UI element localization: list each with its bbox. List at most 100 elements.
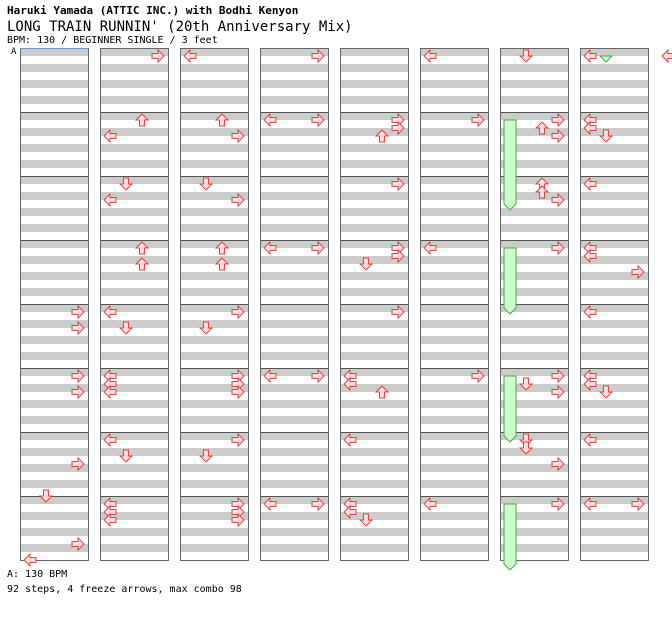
beat-band	[340, 272, 408, 280]
beat-band	[420, 416, 488, 424]
beat-band	[260, 304, 328, 312]
beat-band	[20, 352, 88, 360]
beat-band	[100, 448, 168, 456]
up-arrow	[534, 121, 550, 135]
beat-band	[20, 464, 88, 472]
chart-column	[420, 48, 489, 561]
beat-band	[180, 256, 248, 264]
beat-band	[500, 48, 568, 56]
beat-band	[420, 368, 488, 376]
beat-band	[580, 544, 648, 552]
beat-band	[580, 528, 648, 536]
right-arrow	[71, 384, 85, 400]
beat-band	[260, 416, 328, 424]
beat-band	[340, 544, 408, 552]
beat-band	[20, 336, 88, 344]
left-arrow	[343, 376, 357, 392]
beat-band	[20, 432, 88, 440]
beat-band	[500, 96, 568, 104]
beat-band	[580, 128, 648, 136]
beat-band	[180, 224, 248, 232]
beat-band	[100, 192, 168, 200]
beat-band	[420, 112, 488, 120]
down-arrow	[198, 449, 214, 463]
step-stats: 92 steps, 4 freeze arrows, max combo 98	[7, 584, 242, 595]
beat-band	[340, 96, 408, 104]
beat-band	[580, 272, 648, 280]
beat-band	[500, 480, 568, 488]
left-arrow	[103, 128, 117, 144]
beat-band	[500, 272, 568, 280]
song-title: LONG TRAIN RUNNIN' (20th Anniversary Mix…	[7, 19, 353, 35]
beat-band	[180, 336, 248, 344]
beat-band	[20, 192, 88, 200]
freeze-arrow	[503, 375, 517, 443]
up-arrow	[214, 257, 230, 271]
down-arrow	[358, 257, 374, 271]
beat-band	[20, 256, 88, 264]
beat-band	[420, 80, 488, 88]
freeze-arrow	[503, 503, 517, 570]
beat-band	[580, 480, 648, 488]
beat-band	[340, 464, 408, 472]
beat-band	[500, 144, 568, 152]
beat-band	[420, 128, 488, 136]
beat-band	[500, 192, 568, 200]
right-arrow	[551, 368, 565, 384]
beat-band	[180, 304, 248, 312]
beat-band	[500, 384, 568, 392]
beat-band	[100, 368, 168, 376]
left-arrow	[103, 432, 117, 448]
beat-band	[580, 512, 648, 520]
beat-band	[100, 320, 168, 328]
beat-band	[180, 208, 248, 216]
beat-band	[260, 288, 328, 296]
beat-band	[340, 176, 408, 184]
beat-band	[340, 288, 408, 296]
right-arrow	[551, 456, 565, 472]
beat-band	[100, 48, 168, 56]
left-arrow	[103, 304, 117, 320]
beat-band	[340, 368, 408, 376]
up-arrow	[374, 385, 390, 399]
beat-band	[260, 128, 328, 136]
beat-band	[100, 304, 168, 312]
beat-band	[580, 384, 648, 392]
beat-band	[20, 64, 88, 72]
beat-band	[180, 176, 248, 184]
beat-band	[20, 176, 88, 184]
beat-band	[180, 480, 248, 488]
beat-band	[500, 368, 568, 376]
beat-band	[100, 336, 168, 344]
beat-band	[100, 496, 168, 504]
left-arrow	[661, 48, 672, 64]
chart-column	[260, 48, 329, 561]
freeze-arrow	[503, 247, 517, 315]
beat-band	[500, 288, 568, 296]
beat-band	[580, 96, 648, 104]
right-arrow	[551, 384, 565, 400]
beat-band	[500, 112, 568, 120]
beat-band	[20, 160, 88, 168]
beat-band	[180, 64, 248, 72]
right-arrow	[231, 304, 245, 320]
chart-column	[580, 48, 649, 561]
down-arrow	[518, 441, 534, 455]
right-arrow	[391, 248, 405, 264]
beat-band	[180, 112, 248, 120]
beat-band	[500, 224, 568, 232]
beat-band	[420, 480, 488, 488]
beat-band	[420, 96, 488, 104]
beat-band	[100, 384, 168, 392]
right-arrow	[71, 456, 85, 472]
beat-band	[500, 400, 568, 408]
beat-band	[500, 240, 568, 248]
beat-band	[580, 336, 648, 344]
beat-band	[340, 128, 408, 136]
left-arrow	[583, 176, 597, 192]
beat-band	[260, 256, 328, 264]
beat-band	[260, 176, 328, 184]
right-arrow	[551, 112, 565, 128]
beat-band	[20, 272, 88, 280]
beat-band	[180, 464, 248, 472]
